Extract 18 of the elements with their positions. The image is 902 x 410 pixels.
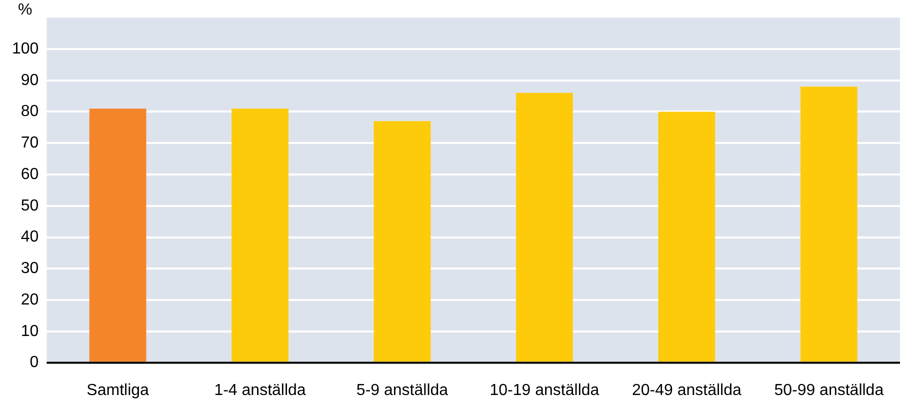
x-tick-label: Samtliga xyxy=(86,382,150,399)
y-tick-label: 0 xyxy=(30,354,39,372)
y-tick-label: 30 xyxy=(20,260,39,278)
x-tick-label: 20-49 anställda xyxy=(632,382,742,399)
y-tick-label: 20 xyxy=(20,291,39,308)
y-tick-label: 90 xyxy=(20,72,39,89)
y-axis-title: % xyxy=(18,1,32,18)
y-tick-label: 50 xyxy=(20,197,39,214)
y-tick-label: 70 xyxy=(20,134,39,152)
x-tick-label: 50-99 anställda xyxy=(774,382,884,399)
x-tick-label: 5-9 anställda xyxy=(356,382,448,399)
x-tick-label: 1-4 anställda xyxy=(214,382,306,399)
y-tick-label: 100 xyxy=(12,40,39,58)
y-tick-label: 60 xyxy=(20,166,39,183)
y-tick-label: 40 xyxy=(20,228,39,246)
x-tick-label: 10-19 anställda xyxy=(490,382,600,399)
y-tick-label: 10 xyxy=(20,322,39,340)
y-tick-label: 80 xyxy=(20,103,39,120)
